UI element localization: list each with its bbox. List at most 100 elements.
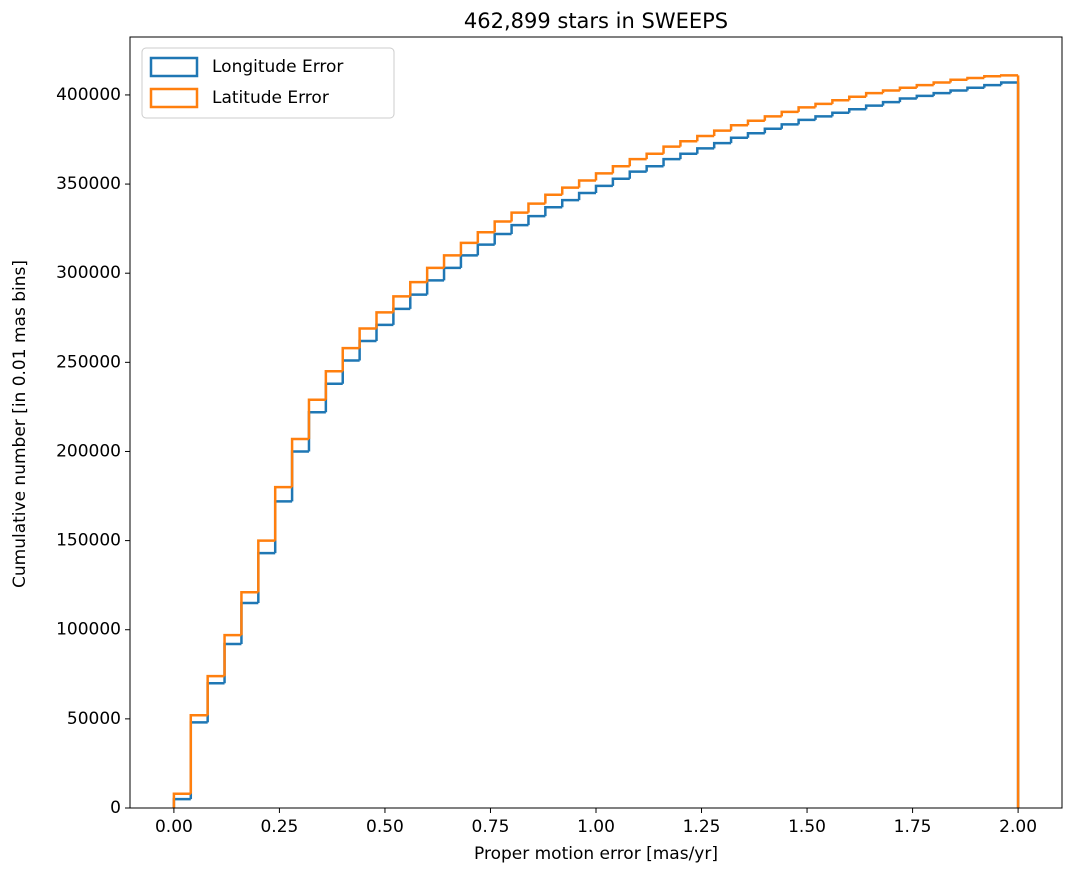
step-bin (797, 118, 816, 125)
step-bin (864, 91, 884, 97)
step-bin (425, 266, 445, 283)
step-bin (341, 346, 360, 372)
step-bin (240, 591, 259, 636)
step-bin (510, 223, 529, 234)
y-tick-label: 200000 (56, 441, 121, 461)
step-bin (780, 123, 799, 129)
step-bin (544, 205, 563, 217)
step-bin (442, 266, 461, 281)
step-bin (780, 110, 799, 117)
step-bin (696, 134, 715, 142)
step-bin (392, 295, 411, 313)
x-axis-label: Proper motion error [mas/yr] (474, 844, 718, 864)
y-tick-label: 50000 (67, 709, 121, 729)
step-bin (172, 797, 191, 808)
step-bin (696, 147, 715, 154)
step-bin (712, 141, 732, 149)
step-bin (577, 179, 596, 188)
step-bin (273, 500, 293, 554)
x-tick-label: 0.25 (260, 817, 298, 837)
plot-frame (129, 36, 1063, 809)
step-bin (898, 97, 917, 103)
step-bin (560, 198, 580, 208)
step-bin (983, 74, 1002, 79)
step-bin (932, 91, 951, 96)
step-bin (662, 145, 681, 154)
x-tick-label: 1.00 (577, 817, 615, 837)
step-bin (966, 86, 985, 91)
x-tick-label: 0.50 (366, 817, 404, 837)
legend-label: Latitude Error (212, 88, 329, 108)
step-bin (966, 76, 985, 80)
step-bin (864, 104, 884, 110)
y-tick-label: 400000 (56, 85, 121, 105)
step-bin (679, 140, 698, 147)
step-bin (257, 551, 276, 603)
step-bin (459, 254, 478, 268)
step-bin (645, 164, 664, 172)
y-tick-label: 0 (110, 798, 121, 818)
legend-label: Longitude Error (212, 57, 343, 77)
step-bin (881, 100, 900, 106)
step-bin (375, 311, 394, 329)
step-bin (662, 157, 681, 167)
step-bin (493, 232, 512, 245)
y-tick-label: 150000 (56, 531, 121, 551)
step-bin (763, 127, 782, 134)
step-bin (814, 102, 833, 108)
step-bin (645, 152, 664, 160)
step-bin (459, 241, 478, 256)
step-bin (881, 89, 900, 94)
step-bin (375, 323, 394, 341)
step-bin (476, 230, 495, 243)
step-bin (797, 106, 816, 112)
step-bin (273, 485, 293, 541)
step-bin (307, 411, 326, 452)
step-bin (763, 115, 782, 121)
step-bin (409, 280, 428, 297)
x-tick-label: 1.25 (683, 817, 721, 837)
y-tick-label: 350000 (56, 174, 121, 194)
step-bin (932, 81, 951, 86)
y-tick-label: 250000 (56, 352, 121, 372)
step-bin (729, 136, 748, 144)
step-bin (172, 792, 191, 808)
step-bin (577, 191, 596, 201)
y-tick-label: 100000 (56, 620, 121, 640)
step-bin (628, 170, 647, 179)
step-bin (358, 339, 377, 361)
legend-box (141, 47, 395, 119)
step-bin (848, 95, 867, 101)
y-axis-label: Cumulative number [in 0.01 mas bins] (10, 260, 30, 588)
step-bin (290, 450, 309, 502)
step-bin (240, 601, 259, 644)
x-tick-label: 2.00 (999, 817, 1037, 837)
step-bin (189, 714, 208, 794)
x-tick-label: 0.00 (155, 817, 193, 837)
step-bin (746, 119, 765, 126)
step-bin (746, 132, 765, 138)
step-bin (425, 279, 445, 295)
step-bin (206, 674, 225, 716)
step-bin (915, 83, 934, 88)
step-bin (729, 123, 748, 131)
step-bin (949, 89, 968, 94)
step-bin (898, 86, 917, 91)
step-bin (831, 99, 850, 104)
step-bin (442, 254, 461, 268)
step-bin (560, 186, 580, 195)
step-bin (848, 107, 867, 113)
step-bin (307, 398, 326, 439)
step-bin (189, 721, 208, 800)
step-bin (594, 184, 613, 193)
step-bin (527, 202, 546, 213)
step-bin (223, 642, 242, 684)
step-bin (290, 437, 309, 488)
step-bin (983, 83, 1002, 88)
step-bin (392, 307, 411, 325)
chart-title: 462,899 stars in SWEEPS (464, 9, 728, 33)
x-tick-label: 1.75 (894, 817, 932, 837)
y-tick-label: 300000 (56, 263, 121, 283)
step-bin (527, 214, 546, 226)
